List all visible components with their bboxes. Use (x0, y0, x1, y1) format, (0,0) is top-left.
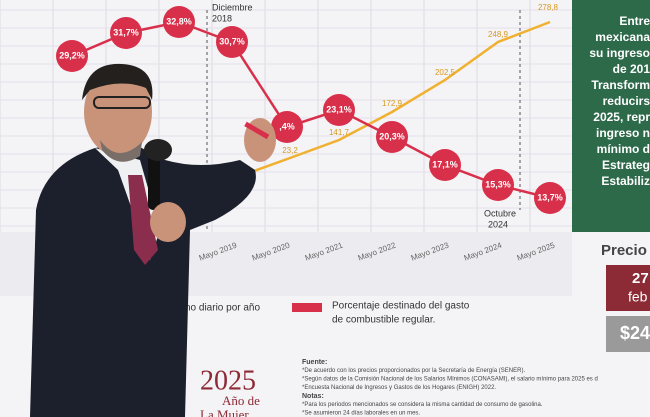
microphone-head (144, 139, 172, 161)
panel-line: mínimo d (597, 142, 650, 156)
date-box (606, 265, 650, 311)
red-point (376, 121, 408, 153)
panel-line: Transform (591, 78, 650, 92)
panel-text: Entre mexicana su ingreso de 201 Transform re… (589, 14, 650, 188)
source-line: Notas: (302, 393, 324, 400)
panel-line: 2025, repr (593, 110, 650, 124)
panel-line: Entre (619, 14, 650, 28)
panel-line: mexicana (595, 30, 650, 44)
red-point (323, 94, 355, 126)
price-title: Precio (601, 242, 647, 259)
annotation: 2018 (212, 13, 232, 23)
orange-label: 141,7 (329, 128, 350, 137)
source-line: Fuente: (302, 359, 327, 366)
red-label: ,4% (279, 121, 295, 131)
legend-text: no diario por año (185, 303, 260, 314)
orange-label: 278,8 (538, 3, 559, 12)
source-line: *De acuerdo con los precios proporcionad… (302, 368, 525, 374)
source-line: *Para los periodos mencionados se consid… (302, 402, 543, 408)
orange-label: 23,2 (282, 146, 298, 155)
legend-text: Porcentaje destinado del gasto (332, 301, 470, 312)
date: 27 (632, 270, 649, 287)
red-line (71, 20, 551, 200)
orange-label: 248,9 (488, 30, 509, 39)
marker (244, 121, 270, 140)
panel-line: ingreso n (596, 126, 650, 140)
red-point (163, 6, 195, 38)
panel-line: Estabiliz (601, 174, 650, 188)
red-label: 30,7% (219, 36, 245, 46)
tie (128, 175, 158, 265)
source-line: *Se asumieron 24 días laborales en un me… (302, 411, 420, 417)
source: Fuente: *De acuerdo con los precios propo… (302, 359, 598, 417)
red-label: 29,2% (59, 50, 85, 60)
legend-swatch (292, 303, 322, 312)
orange-label: 202,5 (435, 68, 456, 77)
red-point (534, 182, 566, 214)
price: $24 (620, 323, 650, 343)
annotation: 2024 (488, 219, 508, 229)
panel-line: su ingreso (589, 46, 650, 60)
suit (30, 142, 256, 417)
red-label: 20,3% (379, 131, 405, 141)
panel-line: de 201 (613, 62, 650, 76)
annotation: Octubre (484, 208, 516, 218)
red-point (56, 40, 88, 72)
logo-text: Año de (222, 393, 260, 408)
logo-year: 2025 (200, 365, 256, 396)
red-label: 13,7% (537, 192, 563, 202)
info-panel (572, 0, 650, 232)
red-point (271, 111, 303, 143)
orange-label: 172,9 (382, 99, 403, 108)
red-label: 15,3% (485, 179, 511, 189)
glasses (93, 96, 151, 109)
red-label: 17,1% (432, 159, 458, 169)
red-label: 31,7% (113, 27, 139, 37)
red-point (216, 26, 248, 58)
source-line: *Encuesta Nacional de Ingresos y Gastos … (302, 385, 496, 391)
red-point (429, 149, 461, 181)
price-box (606, 316, 650, 352)
panel-line: reducirs (603, 94, 650, 108)
legend-text: de combustible regular. (332, 315, 435, 326)
annotation: Diciembre (212, 2, 253, 12)
date: feb (628, 289, 648, 305)
beard (100, 140, 142, 162)
logo-text: La Mujer (200, 407, 249, 417)
microphone (148, 150, 160, 210)
red-label: 23,1% (326, 104, 352, 114)
speaker (30, 63, 276, 417)
head (84, 68, 152, 156)
red-point (110, 17, 142, 49)
source-line: *Según datos de la Comisión Nacional de … (302, 377, 598, 383)
red-label: 32,8% (166, 16, 192, 26)
grid (0, 0, 572, 232)
hair (82, 63, 153, 100)
points: 29,2% 31,7% 32,8% 30,7% ,4% 23,1% 20,3% 17,1% 15… (56, 3, 566, 214)
red-point (482, 169, 514, 201)
orange-line (159, 20, 551, 207)
hand (150, 202, 186, 242)
panel-line: Estrateg (602, 158, 650, 172)
